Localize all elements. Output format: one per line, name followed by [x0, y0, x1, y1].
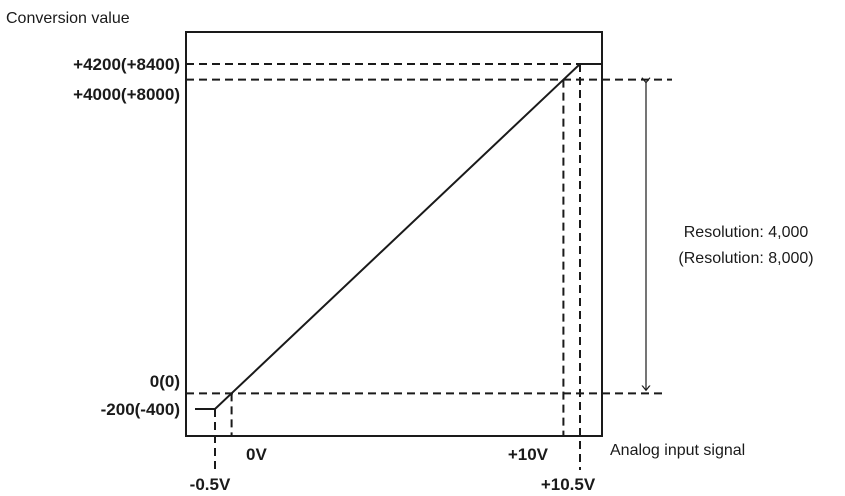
resolution-label-1: Resolution: 4,000: [684, 224, 809, 241]
y-tick-label-minus-200: -200(-400): [101, 400, 180, 419]
x-tick-label-0: 0V: [246, 445, 267, 464]
x-tick-label-10-5: +10.5V: [541, 475, 596, 494]
y-tick-label-4200: +4200(+8400): [73, 55, 180, 74]
x-tick-label-10: +10V: [508, 445, 549, 464]
y-tick-label-4000: +4000(+8000): [73, 85, 180, 104]
x-tick-label-minus-0-5: -0.5V: [190, 475, 231, 494]
series-line: [195, 63, 602, 410]
vertical-guides: [214, 64, 581, 470]
resolution-label-2: (Resolution: 8,000): [678, 250, 813, 267]
y-axis-title: Conversion value: [6, 10, 130, 27]
horizontal-guides: [186, 63, 672, 395]
y-tick-label-0: 0(0): [150, 372, 180, 391]
x-axis-title: Analog input signal: [610, 442, 745, 459]
plot-frame: [185, 31, 603, 437]
